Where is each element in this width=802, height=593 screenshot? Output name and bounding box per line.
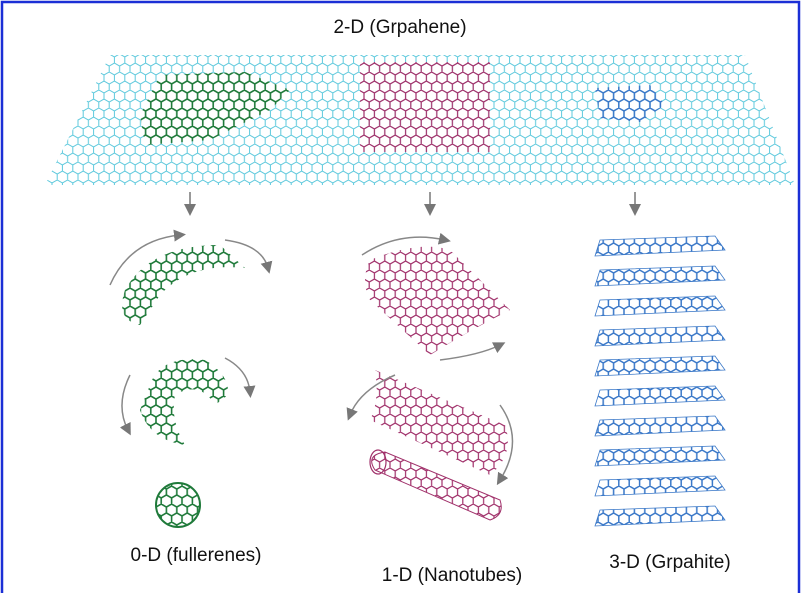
label-1d: 1-D (Nanotubes) [382,565,522,586]
curl-arrow [225,358,250,392]
graphite-layer [595,386,725,406]
label-3d: 3-D (Grpahite) [609,552,730,573]
graphite-layer [595,356,725,376]
nanotube-patch [360,62,490,152]
graphite-layer [595,236,725,256]
fullerene-half [140,359,228,445]
page: {"top_label": "2-D (Grpahene)", "labels"… [0,0,802,593]
graphite-layer [595,476,725,496]
graphite-layer [595,266,725,286]
graphite-layer [595,416,725,436]
nanotube-sheet [365,247,510,355]
diagram: 2-D (Grpahene) 0-D (fullerenes) 1-D (Nan… [0,0,802,593]
graphite-layer [595,326,725,346]
fullerene-curl [122,245,245,325]
curl-arrow [122,375,130,430]
graphite-layer [595,446,725,466]
fullerene-ball [156,483,200,527]
graphene-label: 2-D (Grpahene) [333,17,466,38]
graphite-layer [595,506,725,526]
curl-arrow [440,345,500,360]
label-0d: 0-D (fullerenes) [131,545,262,566]
graphite-stack [595,236,725,526]
graphite-layer [595,296,725,316]
